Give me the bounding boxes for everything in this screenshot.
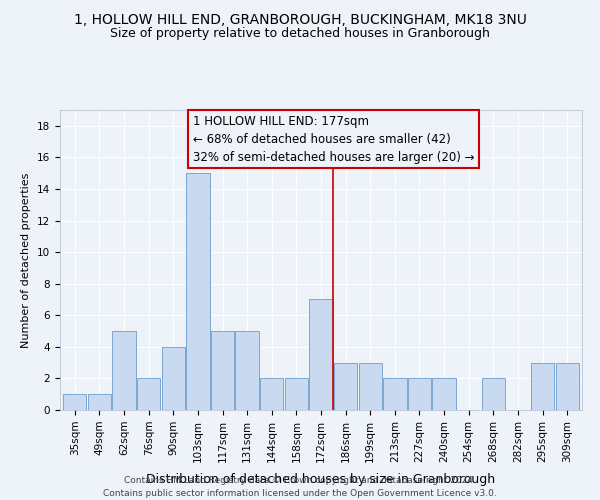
Bar — [408, 378, 431, 410]
Bar — [383, 378, 407, 410]
Bar — [531, 362, 554, 410]
Bar — [334, 362, 358, 410]
Bar — [433, 378, 456, 410]
Bar — [284, 378, 308, 410]
Bar — [359, 362, 382, 410]
Bar — [211, 331, 234, 410]
X-axis label: Distribution of detached houses by size in Granborough: Distribution of detached houses by size … — [146, 473, 496, 486]
Bar — [482, 378, 505, 410]
Bar — [186, 173, 209, 410]
Text: 1 HOLLOW HILL END: 177sqm
← 68% of detached houses are smaller (42)
32% of semi-: 1 HOLLOW HILL END: 177sqm ← 68% of detac… — [193, 114, 475, 164]
Bar — [63, 394, 86, 410]
Bar — [556, 362, 579, 410]
Bar — [310, 300, 332, 410]
Bar — [161, 347, 185, 410]
Bar — [88, 394, 111, 410]
Bar — [112, 331, 136, 410]
Y-axis label: Number of detached properties: Number of detached properties — [22, 172, 31, 348]
Text: Contains HM Land Registry data © Crown copyright and database right 2024.
Contai: Contains HM Land Registry data © Crown c… — [103, 476, 497, 498]
Text: 1, HOLLOW HILL END, GRANBOROUGH, BUCKINGHAM, MK18 3NU: 1, HOLLOW HILL END, GRANBOROUGH, BUCKING… — [74, 12, 526, 26]
Text: Size of property relative to detached houses in Granborough: Size of property relative to detached ho… — [110, 28, 490, 40]
Bar — [235, 331, 259, 410]
Bar — [137, 378, 160, 410]
Bar — [260, 378, 283, 410]
